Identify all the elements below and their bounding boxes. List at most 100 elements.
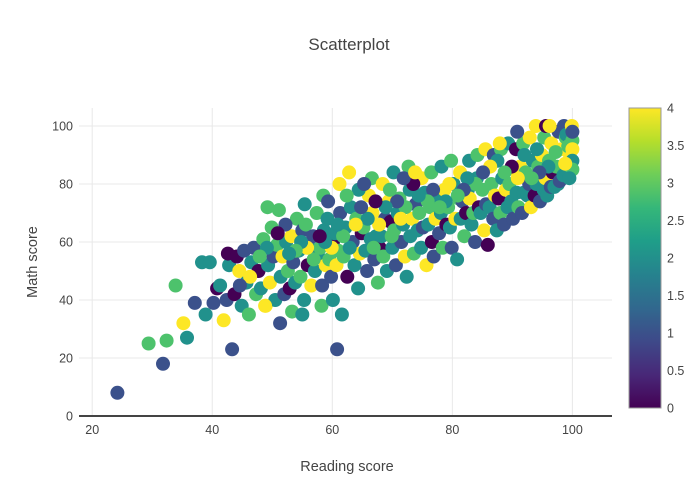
scatter-point[interactable] — [524, 171, 539, 186]
scatter-point[interactable] — [343, 200, 358, 215]
scatter-point[interactable] — [351, 281, 366, 296]
scatter-point[interactable] — [342, 165, 357, 180]
scatter-point[interactable] — [309, 206, 324, 220]
scatter-point[interactable] — [282, 246, 297, 261]
scatter-point[interactable] — [424, 165, 439, 180]
scatter-point[interactable] — [180, 330, 194, 345]
scatter-point[interactable] — [232, 278, 247, 293]
scatter-point[interactable] — [297, 197, 312, 212]
scatter-point[interactable] — [332, 177, 347, 191]
scatter-point[interactable] — [202, 255, 217, 270]
scatter-point[interactable] — [225, 342, 240, 357]
scatter-point[interactable] — [334, 307, 349, 322]
scatter-point[interactable] — [357, 177, 372, 191]
scatter-point[interactable] — [374, 229, 389, 244]
scatter-point[interactable] — [314, 298, 329, 313]
scatter-point[interactable] — [252, 249, 267, 264]
scatter-point[interactable] — [444, 240, 459, 255]
scatter-point[interactable] — [388, 258, 403, 273]
scatter-point[interactable] — [393, 211, 408, 226]
scatter-point[interactable] — [243, 269, 258, 284]
scatter-point[interactable] — [333, 206, 348, 220]
scatter-point[interactable] — [360, 211, 375, 226]
scatter-point[interactable] — [293, 269, 308, 284]
scatter-point[interactable] — [492, 136, 507, 151]
scatter-point[interactable] — [176, 316, 191, 331]
scatter-point[interactable] — [347, 258, 362, 273]
scatter-point[interactable] — [270, 226, 285, 241]
scatter-point[interactable] — [497, 165, 512, 180]
scatter-point[interactable] — [156, 356, 170, 371]
scatter-point[interactable] — [530, 142, 544, 157]
scatter-point[interactable] — [477, 223, 492, 238]
scatter-point[interactable] — [476, 165, 490, 180]
scatter-point[interactable] — [198, 307, 213, 322]
scatter-point[interactable] — [187, 295, 202, 310]
scatter-point[interactable] — [480, 237, 495, 252]
scatter-point[interactable] — [399, 269, 414, 284]
scatter-point[interactable] — [306, 252, 321, 267]
scatter-point[interactable] — [159, 333, 174, 348]
scatter-point[interactable] — [426, 182, 441, 197]
scatter-point[interactable] — [330, 342, 345, 357]
scatter-point[interactable] — [348, 217, 363, 232]
scatter-point[interactable] — [384, 229, 399, 244]
scatter-point[interactable] — [565, 124, 580, 139]
scatter-point[interactable] — [372, 217, 387, 232]
scatter-point[interactable] — [368, 194, 383, 209]
scatter-point[interactable] — [168, 278, 183, 293]
scatter-point[interactable] — [297, 293, 312, 307]
scatter-point[interactable] — [408, 165, 423, 180]
scatter-point[interactable] — [339, 188, 354, 203]
scatter-point[interactable] — [340, 269, 355, 284]
scatter-point[interactable] — [298, 217, 313, 232]
scatter-point[interactable] — [450, 252, 465, 267]
scatter-point[interactable] — [320, 211, 335, 226]
scatter-point[interactable] — [444, 153, 459, 168]
scatter-point[interactable] — [370, 275, 385, 290]
scatter-point[interactable] — [330, 217, 345, 232]
scatter-point[interactable] — [510, 124, 525, 139]
scatter-point[interactable] — [460, 171, 475, 186]
scatter-point[interactable] — [468, 235, 483, 249]
scatter-point[interactable] — [517, 148, 532, 162]
scatter-point[interactable] — [542, 119, 557, 133]
scatter-point[interactable] — [510, 171, 525, 186]
scatter-point[interactable] — [324, 269, 339, 284]
scatter-point[interactable] — [360, 264, 375, 278]
scatter-point[interactable] — [271, 203, 286, 218]
scatter-point[interactable] — [315, 278, 330, 293]
scatter-point[interactable] — [442, 177, 457, 191]
scatter-point[interactable] — [390, 194, 405, 209]
scatter-point[interactable] — [216, 313, 231, 328]
scatter-point[interactable] — [213, 278, 228, 293]
scatter-point[interactable] — [378, 200, 393, 215]
scatter-point[interactable] — [528, 119, 543, 133]
scatter-point[interactable] — [565, 142, 580, 157]
scatter-point[interactable] — [414, 240, 429, 255]
scatter-point[interactable] — [450, 188, 465, 203]
scatter-point[interactable] — [295, 307, 310, 322]
scatter-point[interactable] — [307, 264, 322, 278]
scatter-point[interactable] — [562, 171, 577, 186]
scatter-point[interactable] — [558, 156, 573, 171]
scatter-point[interactable] — [376, 249, 391, 264]
scatter-point[interactable] — [382, 182, 397, 197]
scatter-point[interactable] — [241, 307, 256, 322]
scatter-point[interactable] — [342, 240, 357, 255]
scatter-point[interactable] — [411, 188, 426, 203]
scatter-point[interactable] — [232, 264, 247, 278]
scatter-point[interactable] — [258, 298, 273, 313]
scatter-point[interactable] — [336, 229, 351, 244]
scatter-point[interactable] — [457, 229, 472, 244]
scatter-point[interactable] — [354, 200, 369, 215]
scatter-point[interactable] — [325, 293, 340, 307]
scatter-point[interactable] — [482, 200, 497, 215]
scatter-point[interactable] — [206, 295, 221, 310]
scatter-point[interactable] — [273, 316, 288, 331]
scatter-point[interactable] — [366, 240, 381, 255]
scatter-point[interactable] — [304, 278, 319, 293]
scatter-point[interactable] — [396, 171, 411, 186]
scatter-point[interactable] — [484, 177, 499, 191]
scatter-point[interactable] — [321, 194, 336, 209]
